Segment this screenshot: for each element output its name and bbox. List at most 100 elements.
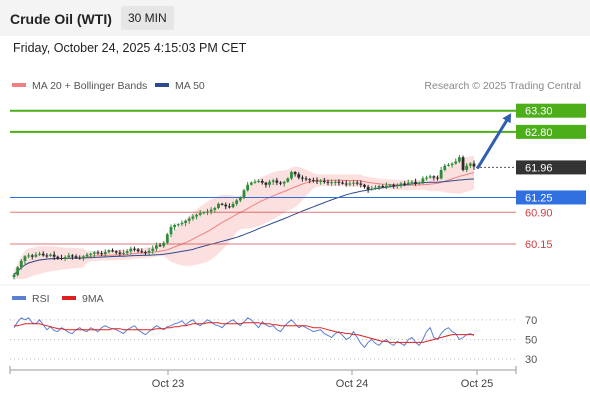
candle-body [133,248,136,250]
candle [195,213,198,220]
candle [406,179,410,186]
candle [187,216,191,224]
candle-body [242,190,246,198]
candle-body [136,249,140,252]
candle-body [213,208,217,210]
candle-body [279,182,282,184]
candle [421,176,425,185]
candle-body [370,188,374,190]
candle [81,255,85,261]
candles[interactable] [12,155,476,280]
candle-body [290,172,293,179]
candle [103,249,107,257]
candle [147,247,151,256]
candle-body [268,181,271,185]
candle-body [118,252,122,254]
candle-body [67,255,71,258]
candle [52,251,56,261]
candle-body [27,255,31,257]
candle-body [12,274,16,278]
candle [454,158,458,165]
candle [264,181,268,188]
candle [114,250,118,255]
candle-body [447,164,450,166]
candle [308,178,312,184]
candle [154,242,158,252]
candle [395,183,399,189]
candle-body [111,250,114,252]
candle-body [348,183,352,185]
candle-body [220,203,224,205]
candle-body [224,204,228,207]
candle-body [304,178,308,180]
candle-body [275,180,279,183]
candle [279,181,282,186]
candle [133,246,136,252]
ma20-label: MA 20 + Bollinger Bands [32,80,148,92]
level-label-63.30: 63.30 [525,106,553,118]
bollinger-band-area [14,155,474,280]
candle [242,188,246,200]
timeframe-badge[interactable]: 30 MIN [121,6,174,30]
candle-body [428,176,432,178]
candle [191,214,195,221]
candle [96,250,100,255]
candle-body [231,203,235,208]
candle-body [333,181,337,183]
candle [173,223,177,231]
candle [311,177,315,183]
candle [125,249,129,256]
candle-body [257,180,261,182]
candle [293,171,297,177]
candle-body [355,182,359,184]
candle [443,163,447,172]
candle-body [195,214,198,217]
candle-body [125,251,129,253]
candle [71,254,74,260]
candle [363,183,366,189]
candle [286,177,290,183]
candle-body [74,256,78,258]
candle [169,224,173,238]
rsi-swatch [12,296,26,301]
candle [63,255,67,262]
candle-body [41,253,45,256]
candle [450,162,454,168]
candle [425,175,428,181]
candle-body [158,245,162,247]
candle-body [384,185,388,187]
candle [74,254,78,260]
candle [436,175,439,181]
candle [209,207,213,215]
candle [151,245,155,254]
candle-body [417,182,421,184]
candle [220,202,224,206]
candle-body [326,181,330,183]
candle-body [103,252,107,255]
candle-body [403,183,407,185]
level-label-62.80: 62.80 [525,127,553,139]
candle [198,210,202,217]
candle-body [311,180,315,182]
9ma-line [14,322,474,343]
x-tick-label: Oct 25 [461,378,493,390]
candle-body [410,181,414,183]
candle-body [92,252,96,254]
candle [34,252,38,258]
candle-body [450,163,454,165]
candle-body [271,180,275,182]
candle-body [19,260,23,268]
candle [202,211,206,215]
candle-body [465,165,469,170]
candle-body [89,253,93,255]
candle-body [198,213,202,215]
candle-body [293,172,297,175]
9ma-swatch [62,296,76,301]
candle [333,179,337,186]
candle-body [421,178,425,183]
candle [23,255,27,265]
candle-body [282,181,286,184]
candle-body [71,255,74,257]
candle [118,249,122,257]
